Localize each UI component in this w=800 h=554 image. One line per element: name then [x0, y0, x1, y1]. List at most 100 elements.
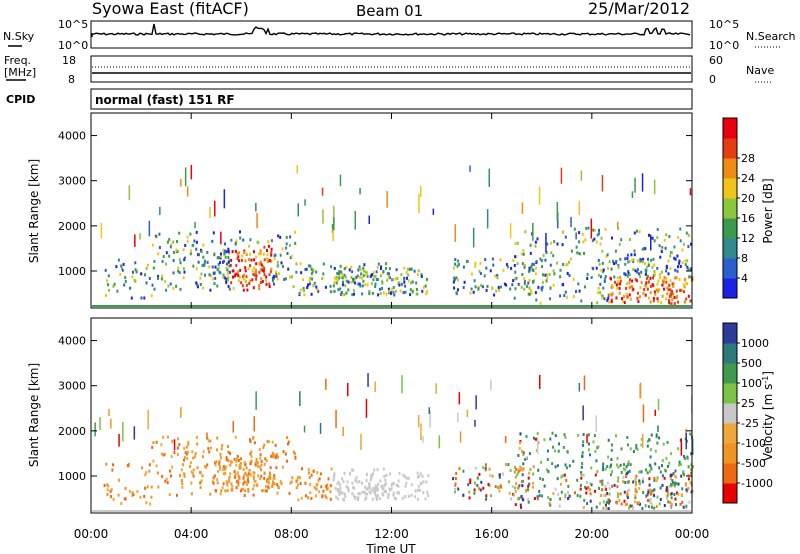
data-cell: [572, 295, 575, 299]
data-cell: [686, 265, 689, 269]
data-cell: [356, 274, 359, 278]
data-cell: [602, 468, 605, 472]
data-cell: [371, 497, 374, 501]
data-cell: [242, 277, 245, 281]
data-cell: [385, 262, 388, 266]
data-cell: [622, 467, 625, 471]
data-cell: [148, 469, 151, 473]
data-cell: [658, 436, 661, 440]
data-cell: [308, 476, 311, 479]
data-cell: [654, 273, 656, 277]
data-cell: [662, 282, 665, 286]
data-cell: [276, 260, 279, 264]
data-cell: [528, 292, 531, 296]
data-cell: [249, 462, 252, 465]
data-cell: [453, 266, 455, 270]
data-cell: [132, 493, 135, 496]
data-cell: [600, 236, 603, 240]
data-cell: [415, 281, 418, 285]
data-cell: [670, 292, 673, 296]
data-cell: [242, 467, 245, 471]
data-cell: [515, 276, 518, 280]
data-cell: [675, 289, 678, 293]
data-cell: [683, 278, 686, 282]
data-cell: [509, 469, 512, 472]
velocity-colorbar-label-sup: -1: [761, 376, 770, 384]
data-cell: [417, 269, 420, 273]
data-cell: [242, 482, 245, 486]
data-cell: [218, 459, 221, 463]
data-cell: [552, 254, 555, 258]
data-cell: [237, 481, 240, 485]
data-cell: [256, 461, 259, 465]
data-cell: [577, 433, 580, 437]
data-cell: [304, 481, 307, 485]
data-cell: [658, 502, 661, 506]
data-cell: [282, 450, 285, 454]
data-cell: [421, 289, 424, 293]
data-cell: [200, 272, 203, 276]
data-cell: [351, 293, 354, 297]
velocity-colorbar-label-main: Velocity [m s: [761, 384, 775, 461]
data-cell: [599, 501, 601, 505]
data-cell: [292, 450, 295, 454]
data-cell: [592, 440, 595, 444]
data-cell: [378, 287, 381, 291]
data-cell: [611, 285, 614, 289]
data-cell: [418, 193, 420, 214]
data-cell: [596, 446, 599, 450]
data-cell: [211, 239, 214, 243]
data-cell: [529, 468, 532, 471]
data-cell: [392, 482, 395, 485]
data-cell: [100, 222, 103, 239]
data-cell: [337, 271, 340, 275]
data-cell: [235, 459, 238, 463]
data-cell: [109, 490, 112, 493]
data-cell: [148, 220, 151, 237]
data-cell: [271, 451, 274, 455]
data-cell: [576, 494, 579, 497]
data-cell: [236, 252, 239, 255]
data-cell: [168, 254, 171, 258]
data-cell: [297, 498, 300, 502]
data-cell: [635, 481, 637, 485]
colorbar-tick-label: 1000: [741, 337, 769, 350]
data-cell: [493, 293, 496, 297]
data-cell: [236, 272, 239, 276]
data-cell: [624, 481, 627, 484]
data-cell: [126, 464, 129, 468]
data-cell: [231, 250, 234, 254]
data-cell: [629, 285, 632, 289]
data-cell: [416, 475, 419, 479]
data-cell: [519, 503, 522, 507]
data-cell: [599, 275, 602, 279]
data-cell: [529, 243, 532, 247]
data-cell: [648, 438, 651, 442]
data-cell: [638, 487, 641, 490]
data-cell: [252, 477, 255, 481]
data-cell: [191, 471, 194, 475]
data-cell: [662, 279, 665, 283]
data-cell: [424, 284, 427, 288]
data-cell: [651, 265, 654, 269]
data-cell: [197, 253, 200, 257]
data-cell: [660, 301, 663, 304]
data-cell: [568, 260, 570, 264]
data-cell: [649, 291, 652, 295]
data-cell: [583, 251, 585, 255]
y-tick-label: 3000: [58, 175, 86, 188]
data-cell: [613, 483, 616, 487]
data-cell: [473, 279, 476, 283]
data-cell: [373, 468, 376, 472]
data-cell: [130, 296, 133, 300]
data-cell: [345, 265, 348, 269]
data-cell: [613, 262, 615, 265]
data-cell: [652, 274, 655, 277]
data-cell: [426, 490, 429, 494]
data-cell: [329, 490, 332, 494]
data-cell: [133, 426, 136, 440]
data-cell: [254, 273, 257, 277]
data-cell: [601, 249, 604, 253]
